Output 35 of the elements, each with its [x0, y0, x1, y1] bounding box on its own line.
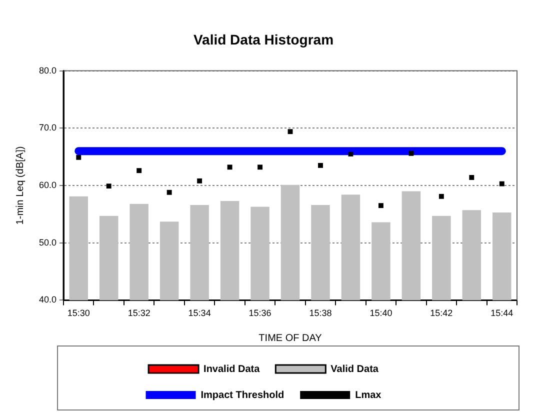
point	[378, 203, 384, 208]
point	[288, 129, 293, 134]
y-tick-label: 60.0	[38, 180, 57, 190]
point	[197, 178, 202, 184]
chart-title: Valid Data Histogram	[193, 31, 334, 48]
point	[438, 194, 444, 199]
y-tick-label: 50.0	[38, 237, 57, 248]
x-axis-title: TIME OF DAY	[258, 332, 322, 344]
point	[76, 154, 82, 160]
x-tick-label: 15:44	[490, 308, 514, 318]
point	[166, 190, 172, 195]
point	[136, 168, 142, 174]
y-tick-label: 70.0	[38, 122, 57, 133]
legend-label: Impact Threshold	[200, 390, 284, 401]
point	[469, 174, 474, 180]
point	[106, 184, 112, 189]
y-tick-label: 40.0	[38, 294, 57, 305]
x-tick-label: 15:30	[67, 308, 90, 318]
y-axis-title: 1-min Leq (dB[A])	[14, 146, 26, 225]
point	[408, 150, 414, 156]
x-tick-label: 15:32	[128, 308, 150, 318]
legend-label: Invalid Data	[204, 364, 260, 375]
x-tick-label: 15:36	[248, 308, 272, 318]
point	[227, 164, 232, 170]
x-tick-label: 15:40	[370, 308, 392, 318]
point	[318, 162, 323, 168]
point	[348, 151, 354, 156]
legend-label: Lmax	[355, 390, 382, 401]
point	[258, 164, 262, 170]
x-tick-label: 15:34	[188, 308, 211, 318]
x-tick-label: 15:38	[309, 308, 332, 318]
point	[499, 181, 504, 186]
x-tick-label: 15:42	[430, 308, 453, 318]
y-tick-label: 80.0	[38, 65, 57, 76]
legend-label: Valid Data	[330, 364, 379, 375]
